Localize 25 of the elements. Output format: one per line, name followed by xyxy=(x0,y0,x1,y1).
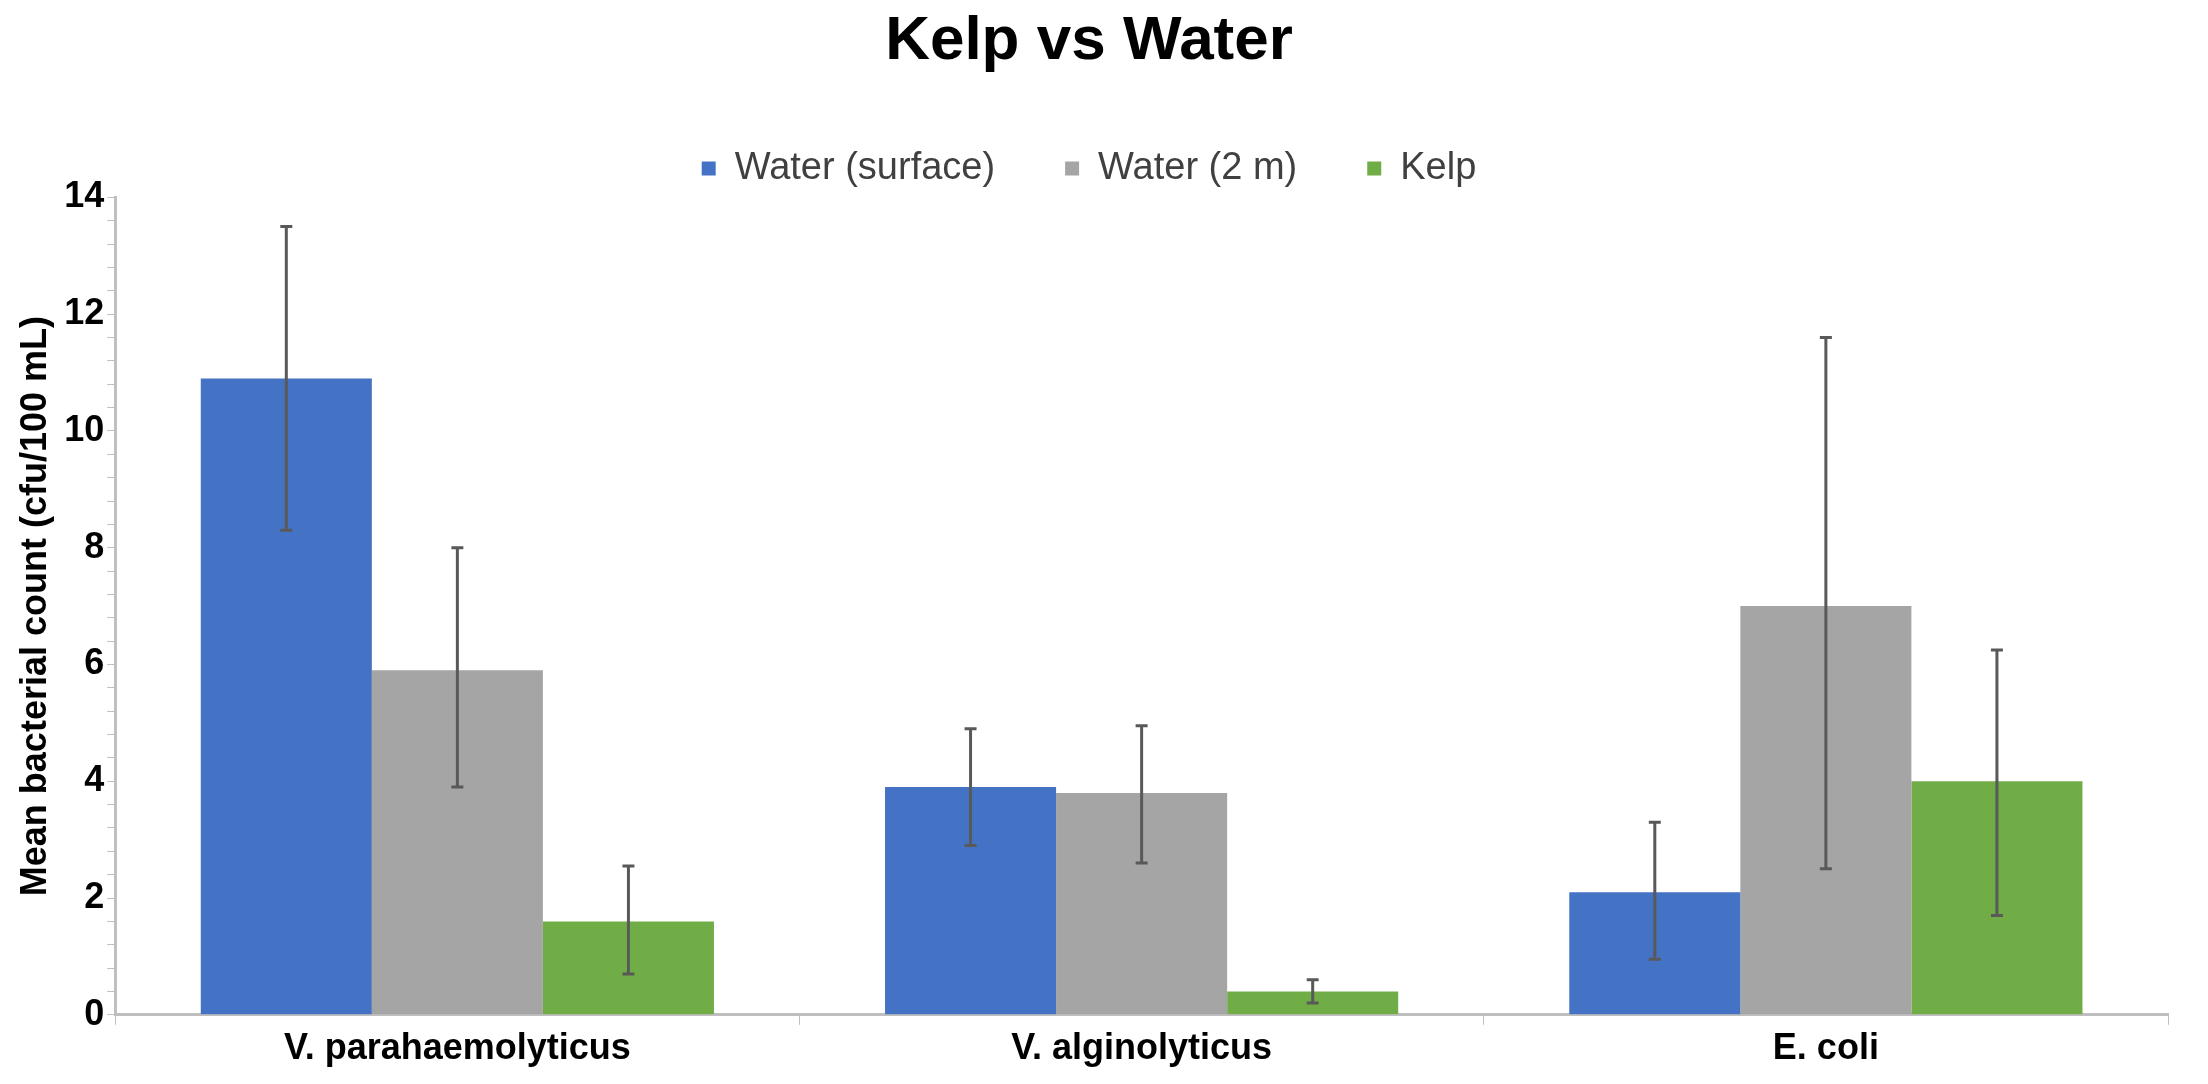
y-tick-label: 12 xyxy=(64,291,105,333)
x-tick-label: V. alginolyticus xyxy=(1011,1026,1272,1068)
y-tick-label: 2 xyxy=(84,874,105,916)
y-tick-label: 4 xyxy=(84,758,105,800)
legend-label: Water (2 m) xyxy=(1098,144,1298,187)
bar xyxy=(1569,892,1741,1015)
y-tick-label: 14 xyxy=(64,174,105,216)
bar xyxy=(1056,792,1228,1015)
bar xyxy=(542,921,714,1015)
bar xyxy=(371,670,543,1015)
y-tick-label: 8 xyxy=(84,524,105,566)
y-tick-label: 10 xyxy=(64,407,105,449)
bar xyxy=(200,378,372,1015)
bar xyxy=(1911,781,2083,1015)
bar xyxy=(1740,606,1912,1015)
x-tick-label: V. parahaemolyticus xyxy=(283,1026,631,1068)
x-tick-label: E. coli xyxy=(1772,1026,1879,1068)
y-axis-title: Mean bacterial count (cfu/100 mL) xyxy=(12,316,54,897)
bar xyxy=(885,787,1057,1015)
chart-title: Kelp vs Water xyxy=(885,3,1293,73)
legend-label: Kelp xyxy=(1400,144,1477,187)
bar xyxy=(1227,991,1399,1015)
y-tick-label: 0 xyxy=(84,991,105,1033)
legend-label: Water (surface) xyxy=(734,144,996,187)
y-tick-label: 6 xyxy=(84,641,105,683)
